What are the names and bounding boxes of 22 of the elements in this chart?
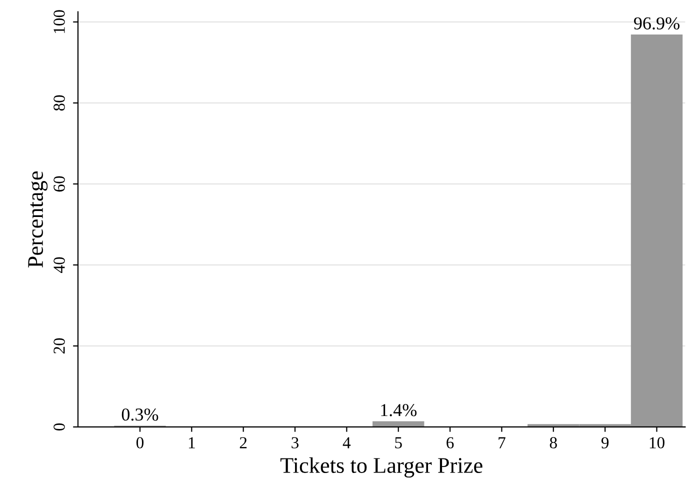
x-tick-label: 10 [650, 437, 664, 448]
x-tick-label: 7 [498, 437, 506, 448]
y-tick-label: 40 [54, 257, 65, 273]
x-tick-label: 9 [601, 437, 609, 448]
x-tick-label: 3 [292, 437, 299, 448]
x-tick-label: 2 [240, 437, 247, 448]
x-tick-label: 4 [342, 437, 351, 448]
y-tick-label: 0 [54, 423, 65, 430]
data-label: 1.4% [381, 404, 417, 416]
y-tick-label: 100 [54, 10, 65, 33]
x-axis-title: Tickets to Larger Prize [280, 457, 482, 478]
y-tick-label: 80 [54, 95, 65, 111]
x-tick-label: 6 [446, 437, 454, 448]
x-tick-label: 8 [550, 437, 557, 448]
x-tick-label: 5 [395, 437, 402, 448]
y-axis-title: Percentage [28, 171, 48, 268]
data-label: 0.3% [122, 408, 158, 421]
y-tick-label: 20 [54, 338, 65, 354]
x-tick-label: 1 [188, 437, 195, 448]
y-tick-label: 60 [54, 176, 65, 192]
x-tick-label: 0 [136, 437, 144, 448]
data-label: 96.9% [634, 17, 680, 30]
